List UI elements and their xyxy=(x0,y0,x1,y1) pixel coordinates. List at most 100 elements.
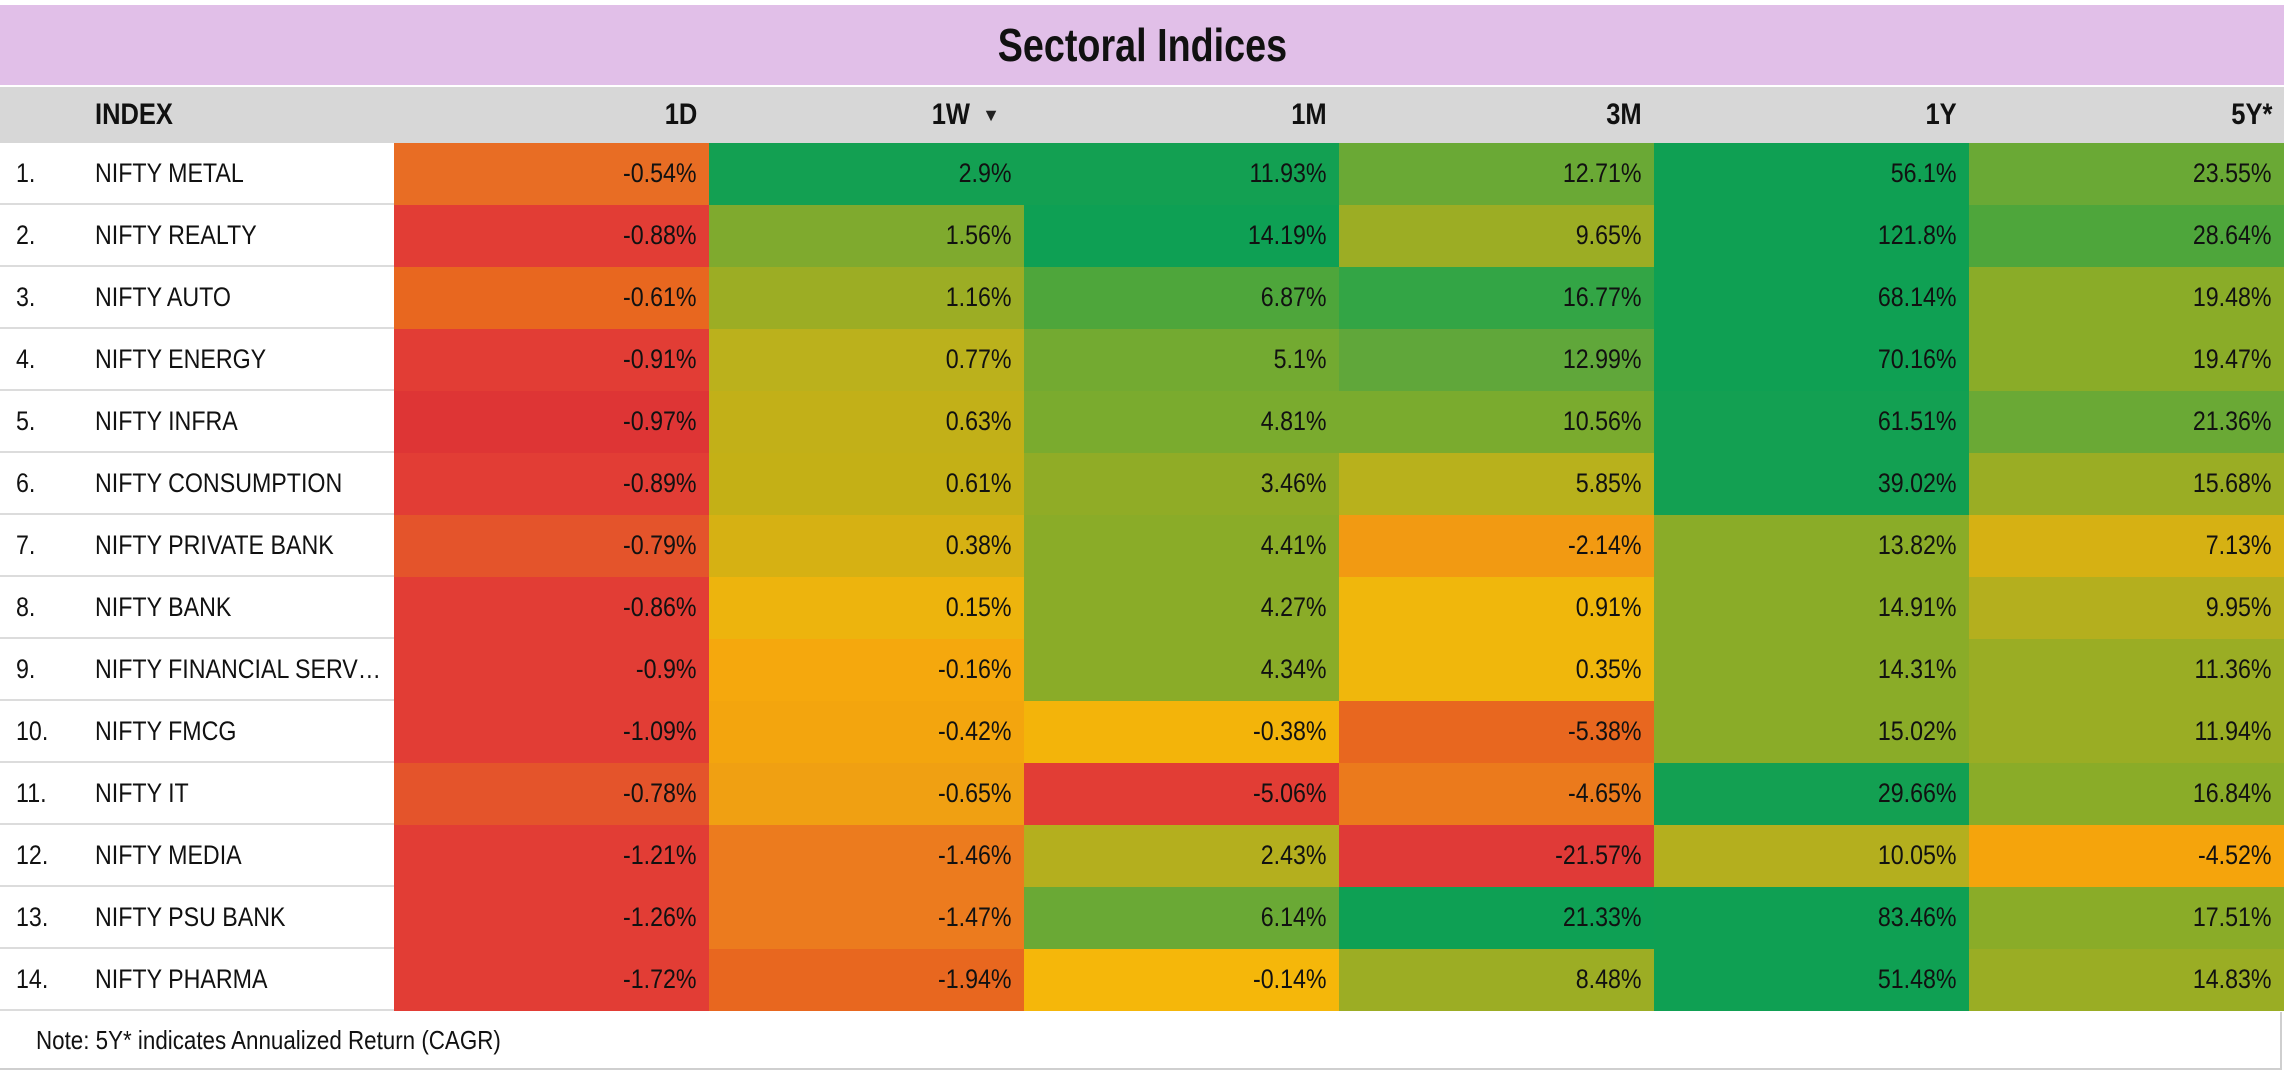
row-number: 6. xyxy=(0,453,92,515)
page-title: Sectoral Indices xyxy=(0,5,2284,85)
header-1w[interactable]: 1W ▼ xyxy=(709,87,1024,143)
header-1m[interactable]: 1M xyxy=(1024,87,1339,143)
sort-descending-icon[interactable]: ▼ xyxy=(982,104,1000,125)
value-cell-y5: -4.52% xyxy=(1969,825,2284,887)
row-number: 12. xyxy=(0,825,92,887)
value-cell-y1: 10.05% xyxy=(1654,825,1969,887)
header-3m[interactable]: 3M xyxy=(1339,87,1654,143)
value-cell-w1: -1.46% xyxy=(709,825,1024,887)
index-name[interactable]: NIFTY REALTY xyxy=(92,205,394,267)
header-index[interactable]: INDEX xyxy=(92,87,394,143)
row-number: 14. xyxy=(0,949,92,1011)
value-cell-m3: 12.71% xyxy=(1339,143,1654,205)
row-number: 9. xyxy=(0,639,92,701)
value-cell-m3: 10.56% xyxy=(1339,391,1654,453)
value-cell-y5: 17.51% xyxy=(1969,887,2284,949)
value-cell-m1: -5.06% xyxy=(1024,763,1339,825)
value-cell-d1: -1.21% xyxy=(394,825,709,887)
value-cell-m3: -21.57% xyxy=(1339,825,1654,887)
value-cell-m3: 12.99% xyxy=(1339,329,1654,391)
footnote: Note: 5Y* indicates Annualized Return (C… xyxy=(0,1012,2282,1070)
value-cell-m3: 0.35% xyxy=(1339,639,1654,701)
value-cell-d1: -1.26% xyxy=(394,887,709,949)
index-name[interactable]: NIFTY INFRA xyxy=(92,391,394,453)
index-name[interactable]: NIFTY IT xyxy=(92,763,394,825)
value-cell-w1: 0.63% xyxy=(709,391,1024,453)
value-cell-w1: -1.94% xyxy=(709,949,1024,1011)
value-cell-m3: -4.65% xyxy=(1339,763,1654,825)
row-number: 13. xyxy=(0,887,92,949)
value-cell-y5: 28.64% xyxy=(1969,205,2284,267)
value-cell-m1: 4.34% xyxy=(1024,639,1339,701)
value-cell-w1: -0.65% xyxy=(709,763,1024,825)
value-cell-y5: 7.13% xyxy=(1969,515,2284,577)
value-cell-m3: 16.77% xyxy=(1339,267,1654,329)
value-cell-y1: 29.66% xyxy=(1654,763,1969,825)
value-cell-y5: 19.48% xyxy=(1969,267,2284,329)
index-name[interactable]: NIFTY AUTO xyxy=(92,267,394,329)
value-cell-m1: -0.38% xyxy=(1024,701,1339,763)
value-cell-w1: 0.77% xyxy=(709,329,1024,391)
index-name[interactable]: NIFTY PHARMA xyxy=(92,949,394,1011)
index-name[interactable]: NIFTY FMCG xyxy=(92,701,394,763)
value-cell-d1: -0.79% xyxy=(394,515,709,577)
value-cell-y5: 15.68% xyxy=(1969,453,2284,515)
header-1y[interactable]: 1Y xyxy=(1654,87,1969,143)
value-cell-y5: 16.84% xyxy=(1969,763,2284,825)
value-cell-m1: -0.14% xyxy=(1024,949,1339,1011)
value-cell-y5: 9.95% xyxy=(1969,577,2284,639)
index-name[interactable]: NIFTY FINANCIAL SERV… xyxy=(92,639,394,701)
index-name[interactable]: NIFTY PRIVATE BANK xyxy=(92,515,394,577)
index-name[interactable]: NIFTY MEDIA xyxy=(92,825,394,887)
index-name[interactable]: NIFTY METAL xyxy=(92,143,394,205)
value-cell-w1: 0.61% xyxy=(709,453,1024,515)
row-number: 10. xyxy=(0,701,92,763)
value-cell-d1: -0.89% xyxy=(394,453,709,515)
value-cell-m3: -5.38% xyxy=(1339,701,1654,763)
value-cell-w1: -0.16% xyxy=(709,639,1024,701)
value-cell-m3: 21.33% xyxy=(1339,887,1654,949)
index-name[interactable]: NIFTY PSU BANK xyxy=(92,887,394,949)
value-cell-w1: 1.56% xyxy=(709,205,1024,267)
value-cell-m3: 8.48% xyxy=(1339,949,1654,1011)
header-5y[interactable]: 5Y* xyxy=(1969,87,2284,143)
value-cell-m3: 9.65% xyxy=(1339,205,1654,267)
value-cell-w1: 1.16% xyxy=(709,267,1024,329)
header-num xyxy=(0,87,92,143)
value-cell-d1: -0.54% xyxy=(394,143,709,205)
value-cell-d1: -0.9% xyxy=(394,639,709,701)
header-1d[interactable]: 1D xyxy=(394,87,709,143)
index-name[interactable]: NIFTY CONSUMPTION xyxy=(92,453,394,515)
value-cell-y1: 56.1% xyxy=(1654,143,1969,205)
value-cell-m1: 4.81% xyxy=(1024,391,1339,453)
value-cell-w1: -0.42% xyxy=(709,701,1024,763)
value-cell-m1: 6.14% xyxy=(1024,887,1339,949)
value-cell-d1: -1.72% xyxy=(394,949,709,1011)
value-cell-y5: 14.83% xyxy=(1969,949,2284,1011)
value-cell-w1: -1.47% xyxy=(709,887,1024,949)
value-cell-y1: 61.51% xyxy=(1654,391,1969,453)
value-cell-y1: 70.16% xyxy=(1654,329,1969,391)
value-cell-d1: -0.78% xyxy=(394,763,709,825)
value-cell-d1: -0.61% xyxy=(394,267,709,329)
value-cell-d1: -0.88% xyxy=(394,205,709,267)
value-cell-m3: 5.85% xyxy=(1339,453,1654,515)
value-cell-y1: 68.14% xyxy=(1654,267,1969,329)
row-number: 7. xyxy=(0,515,92,577)
row-number: 4. xyxy=(0,329,92,391)
value-cell-m1: 14.19% xyxy=(1024,205,1339,267)
value-cell-y1: 39.02% xyxy=(1654,453,1969,515)
value-cell-y5: 23.55% xyxy=(1969,143,2284,205)
index-name[interactable]: NIFTY BANK xyxy=(92,577,394,639)
index-name[interactable]: NIFTY ENERGY xyxy=(92,329,394,391)
value-cell-m1: 4.27% xyxy=(1024,577,1339,639)
sectoral-table: INDEX 1D 1W ▼ 1M 3M 1Y 5Y* 1. NIFTY METAL -… xyxy=(0,87,2284,1011)
value-cell-y1: 51.48% xyxy=(1654,949,1969,1011)
value-cell-m1: 4.41% xyxy=(1024,515,1339,577)
row-number: 1. xyxy=(0,143,92,205)
value-cell-d1: -0.86% xyxy=(394,577,709,639)
value-cell-y1: 83.46% xyxy=(1654,887,1969,949)
value-cell-y5: 11.36% xyxy=(1969,639,2284,701)
value-cell-y5: 11.94% xyxy=(1969,701,2284,763)
row-number: 8. xyxy=(0,577,92,639)
